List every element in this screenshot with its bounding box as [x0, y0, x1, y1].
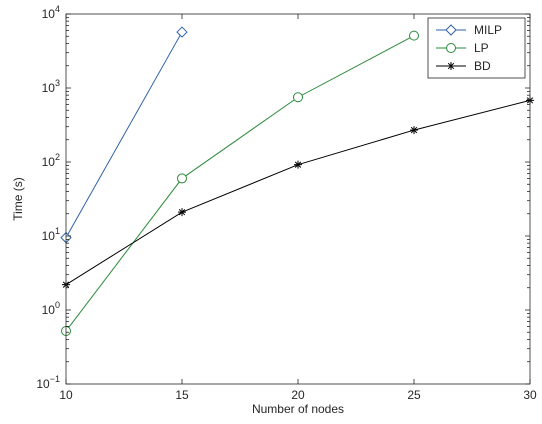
data-point-bd	[410, 126, 418, 135]
legend-item-milp: MILP	[436, 23, 502, 37]
legend-item-bd: BD	[436, 59, 491, 73]
data-point-lp	[177, 173, 187, 184]
y-tick-label: 10−1	[36, 374, 60, 391]
y-tick-label: 101	[42, 226, 60, 243]
x-tick-label: 20	[291, 388, 305, 402]
data-point-milp	[176, 26, 188, 38]
data-point-lp	[293, 92, 303, 103]
y-tick-label: 103	[42, 78, 60, 95]
legend-marker-milp	[445, 24, 457, 36]
legend-item-lp: LP	[436, 41, 489, 55]
x-axis-title: Number of nodes	[252, 402, 344, 416]
x-tick-labels: 10 15 20 25 30	[59, 388, 537, 402]
x-tick-label: 15	[175, 388, 189, 402]
y-tick-labels: 10−1 100 101 102 103 104	[36, 4, 60, 391]
x-tick-label: 30	[523, 388, 537, 402]
legend-label-lp: LP	[474, 41, 489, 55]
y-tick-label: 104	[42, 4, 60, 21]
data-point-bd	[178, 208, 186, 217]
y-axis-title: Time (s)	[11, 177, 25, 221]
axis-ticks	[65, 13, 531, 385]
legend-label-bd: BD	[474, 59, 491, 73]
data-point-bd	[294, 160, 302, 169]
x-tick-label: 10	[59, 388, 73, 402]
legend-marker-bd	[447, 62, 455, 70]
x-tick-label: 25	[407, 388, 421, 402]
y-tick-label: 100	[42, 300, 60, 317]
data-point-lp	[409, 30, 419, 41]
y-tick-label: 102	[42, 152, 60, 169]
legend-label-milp: MILP	[474, 23, 502, 37]
legend-marker-lp	[446, 43, 456, 53]
series-line-lp	[65, 35, 415, 332]
legend: MILP LP BD	[427, 17, 526, 79]
series-line-milp	[65, 31, 183, 238]
